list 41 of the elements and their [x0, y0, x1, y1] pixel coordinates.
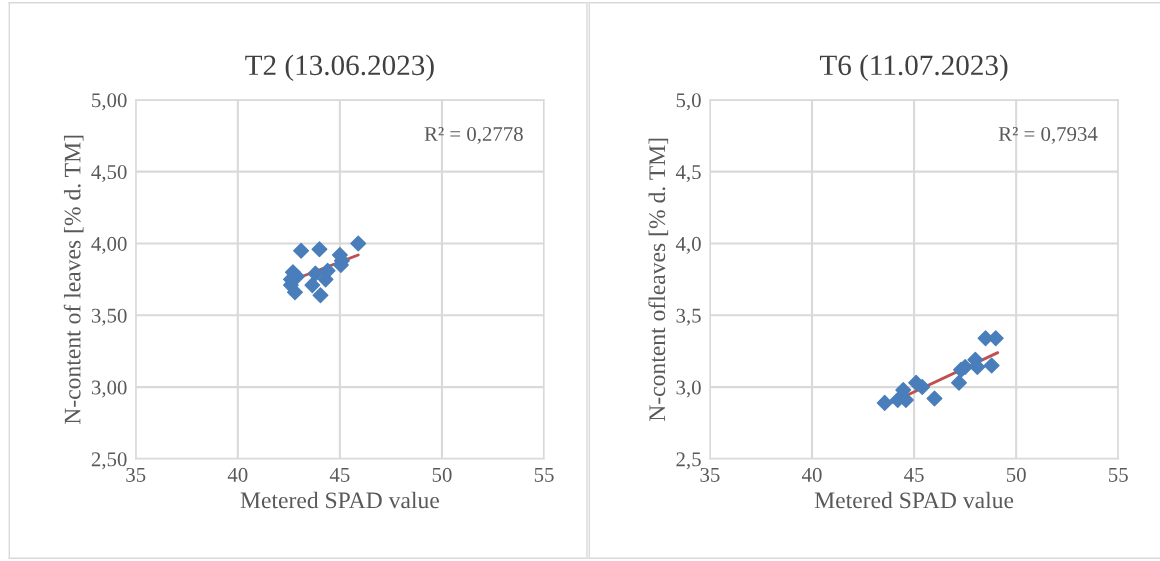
point — [350, 235, 367, 252]
annotation: R² = 0,2778 — [424, 126, 523, 144]
point — [307, 265, 324, 282]
x-axis-title: Metered SPAD value — [814, 491, 1014, 509]
point — [926, 390, 943, 407]
x-tick-label: 40 — [227, 467, 248, 482]
y-tick-label: 2,5 — [676, 452, 701, 470]
x-tick-label: 55 — [534, 468, 554, 482]
point — [312, 287, 329, 304]
point — [304, 277, 321, 294]
y-tick-label: 2,50 — [91, 452, 127, 470]
y-tick-label: 4,5 — [675, 165, 701, 183]
y-tick-label: 4,50 — [91, 165, 127, 183]
x-tick-label: 45 — [329, 467, 350, 482]
y-tick-label: 3,00 — [91, 380, 127, 398]
point — [876, 394, 893, 411]
point — [951, 374, 967, 391]
y-tick-label: 4,00 — [91, 236, 127, 254]
y-tick-label: 3,50 — [91, 308, 127, 326]
chart-title: T2 (13.06.2023) — [245, 54, 434, 82]
x-tick-label: 35 — [126, 467, 146, 482]
y-axis-title: N-content ofleaves [% d. TM] — [648, 138, 669, 422]
point — [293, 242, 310, 259]
chart-title: T6 (11.07.2023) — [819, 54, 1008, 82]
y-tick-label: 3,5 — [676, 308, 701, 326]
x-tick-label: 55 — [1109, 468, 1128, 482]
y-tick-label: 4,0 — [675, 236, 701, 254]
x-tick-label: 40 — [801, 467, 822, 482]
x-tick-label: 50 — [1006, 467, 1026, 482]
point — [983, 357, 1000, 374]
x-axis-title: Metered SPAD value — [240, 491, 439, 509]
point — [311, 241, 328, 258]
point — [286, 284, 303, 301]
x-tick-label: 50 — [432, 467, 452, 482]
y-tick-label: 5,0 — [676, 93, 701, 111]
x-tick-label: 45 — [904, 467, 924, 482]
annotation: R² = 0,7934 — [998, 126, 1098, 144]
y-axis-title: N-content of leaves [% d. TM] — [63, 135, 84, 425]
x-tick-label: 35 — [700, 467, 720, 482]
y-tick-label: 3,0 — [676, 380, 701, 398]
y-tick-label: 5,00 — [92, 93, 127, 111]
